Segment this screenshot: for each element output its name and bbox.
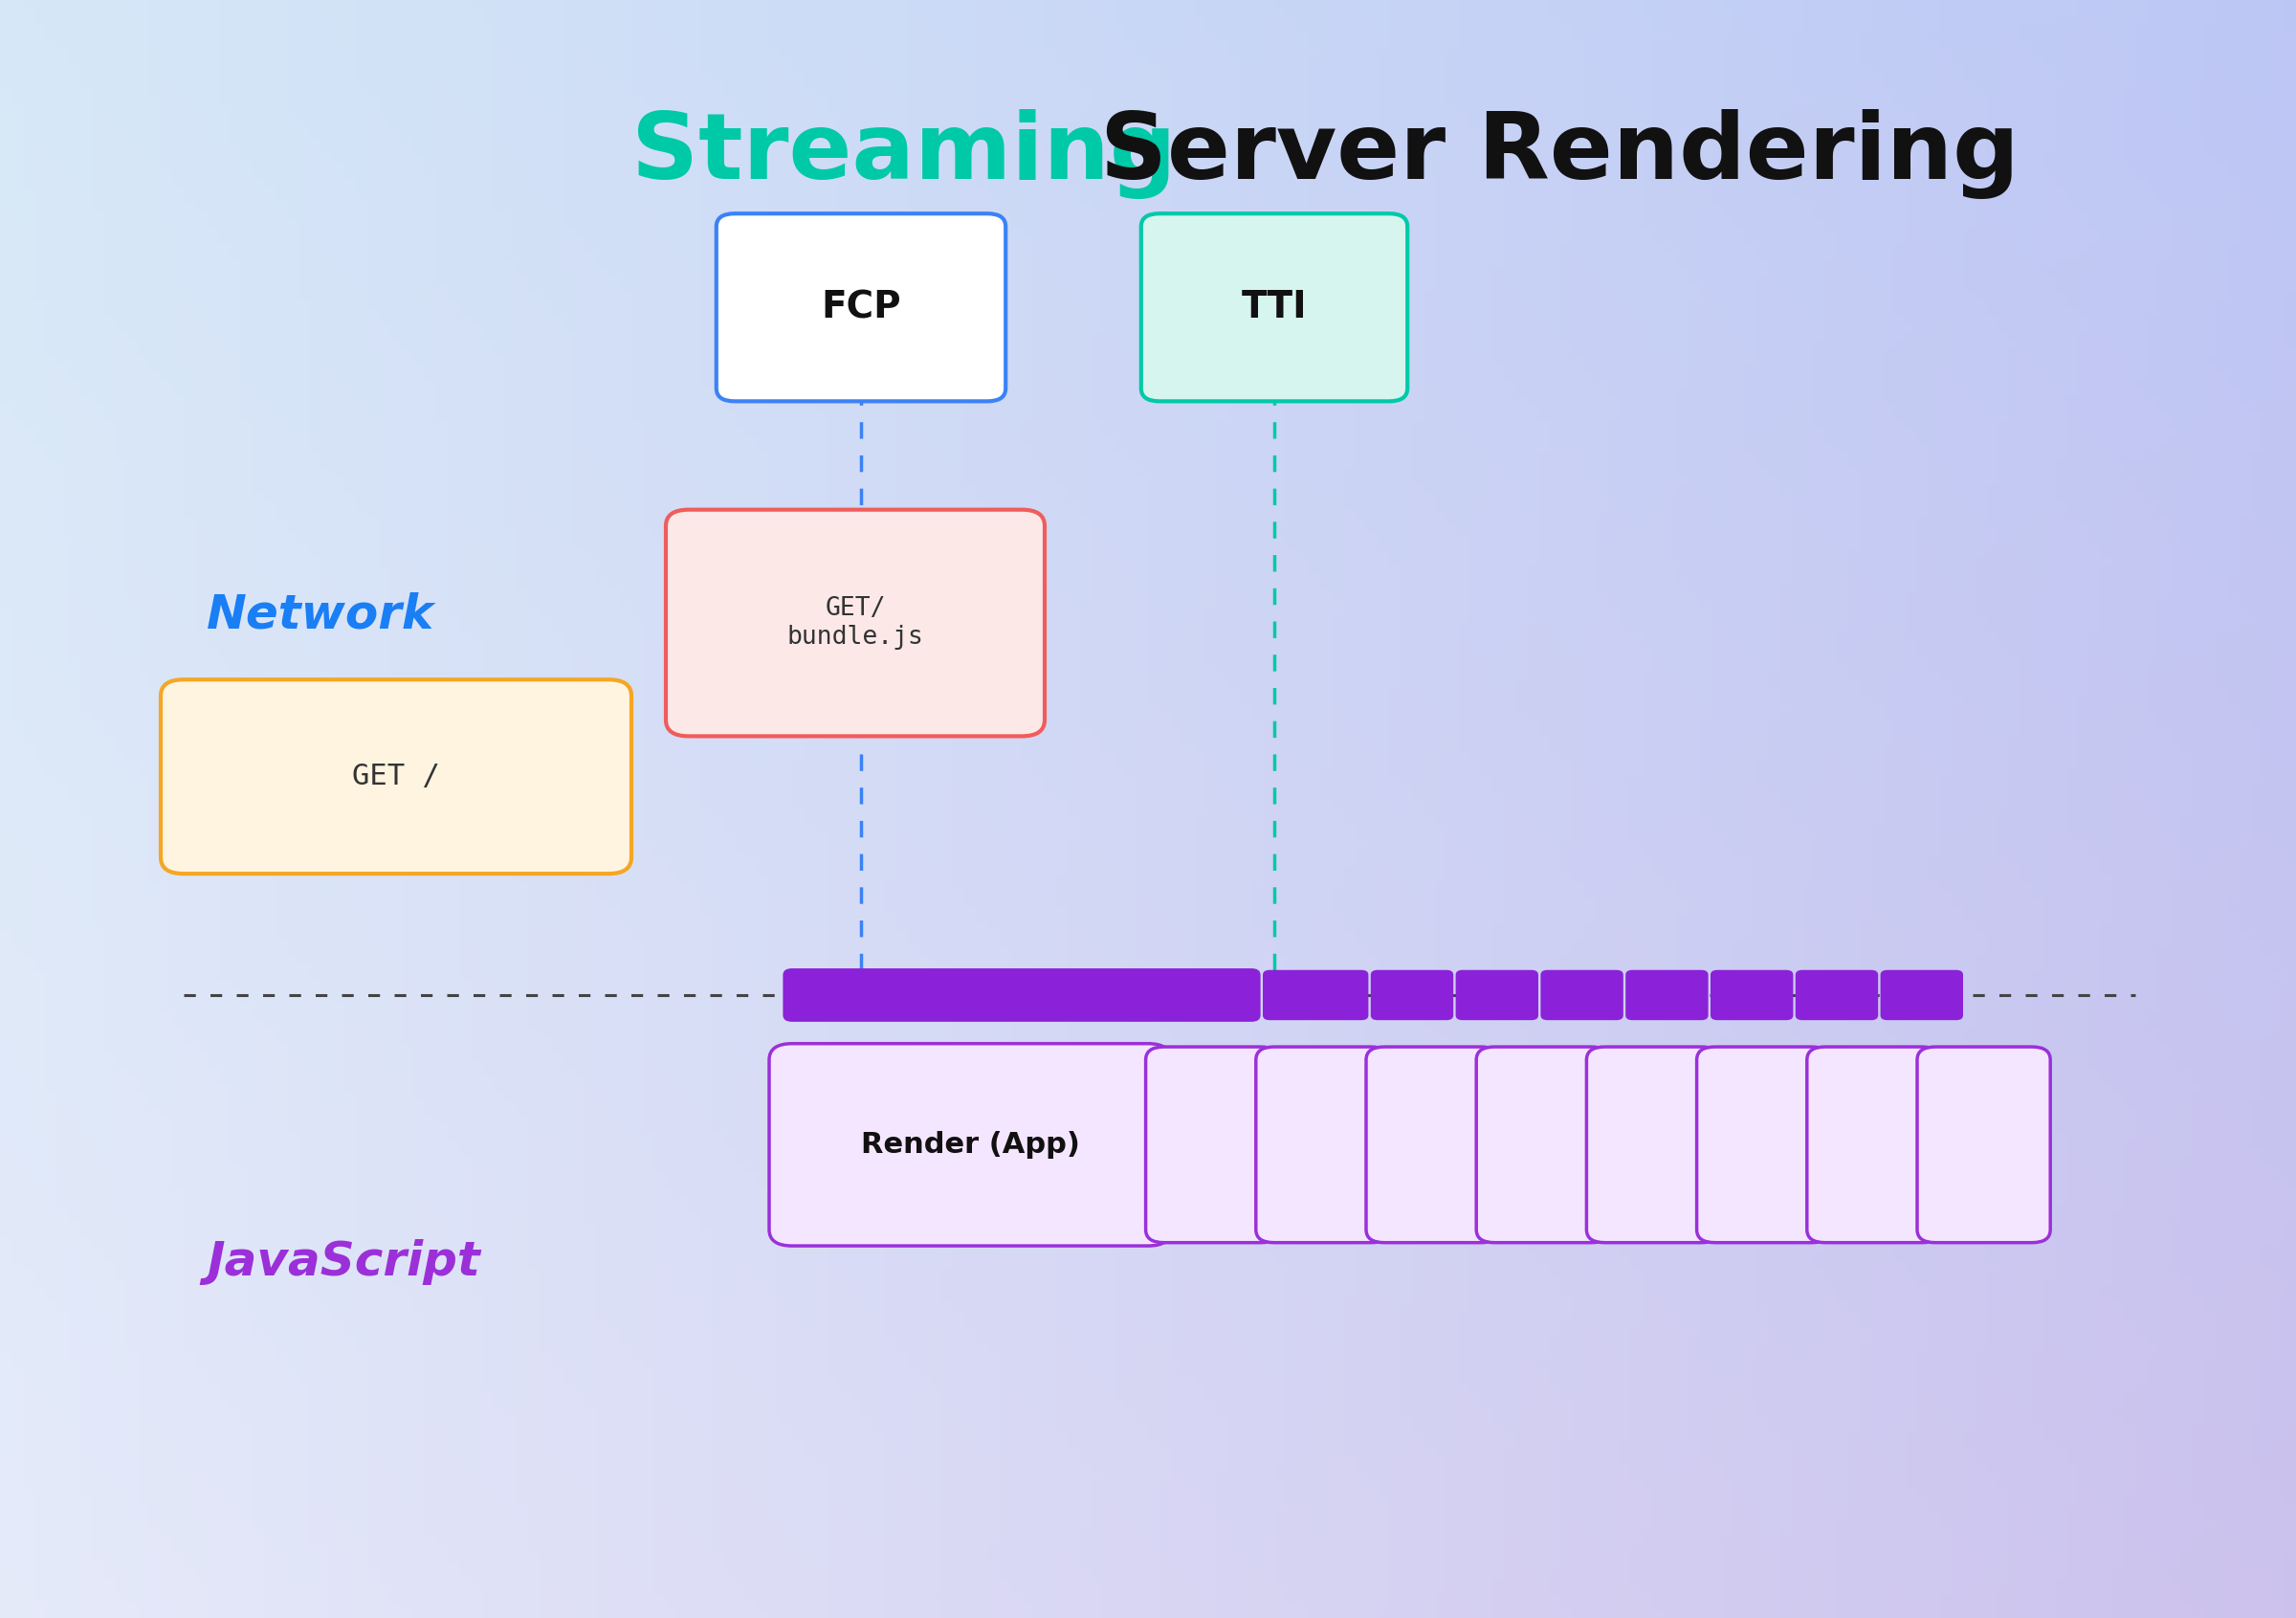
- Text: JavaScript: JavaScript: [207, 1239, 480, 1285]
- FancyBboxPatch shape: [1476, 1047, 1609, 1243]
- FancyBboxPatch shape: [1456, 969, 1538, 1021]
- FancyBboxPatch shape: [1141, 214, 1407, 401]
- Text: Server Rendering: Server Rendering: [1068, 108, 2018, 199]
- FancyBboxPatch shape: [1366, 1047, 1499, 1243]
- FancyBboxPatch shape: [716, 214, 1006, 401]
- FancyBboxPatch shape: [1795, 969, 1878, 1021]
- Text: TTI: TTI: [1242, 290, 1306, 325]
- Text: FCP: FCP: [822, 290, 900, 325]
- Text: GET /: GET /: [351, 762, 441, 791]
- FancyBboxPatch shape: [161, 680, 631, 874]
- Text: GET/
bundle.js: GET/ bundle.js: [788, 595, 923, 650]
- FancyBboxPatch shape: [1263, 969, 1368, 1021]
- FancyBboxPatch shape: [1587, 1047, 1720, 1243]
- FancyBboxPatch shape: [1697, 1047, 1830, 1243]
- FancyBboxPatch shape: [1917, 1047, 2050, 1243]
- Text: Network: Network: [207, 592, 434, 637]
- FancyBboxPatch shape: [1541, 969, 1623, 1021]
- FancyBboxPatch shape: [1371, 969, 1453, 1021]
- FancyBboxPatch shape: [1880, 969, 1963, 1021]
- FancyBboxPatch shape: [783, 968, 1261, 1023]
- FancyBboxPatch shape: [769, 1044, 1171, 1246]
- FancyBboxPatch shape: [1146, 1047, 1279, 1243]
- FancyBboxPatch shape: [1711, 969, 1793, 1021]
- Text: Streaming: Streaming: [631, 108, 1176, 199]
- FancyBboxPatch shape: [1256, 1047, 1389, 1243]
- Text: Render (App): Render (App): [861, 1131, 1079, 1158]
- FancyBboxPatch shape: [1807, 1047, 1940, 1243]
- FancyBboxPatch shape: [666, 510, 1045, 736]
- FancyBboxPatch shape: [1626, 969, 1708, 1021]
